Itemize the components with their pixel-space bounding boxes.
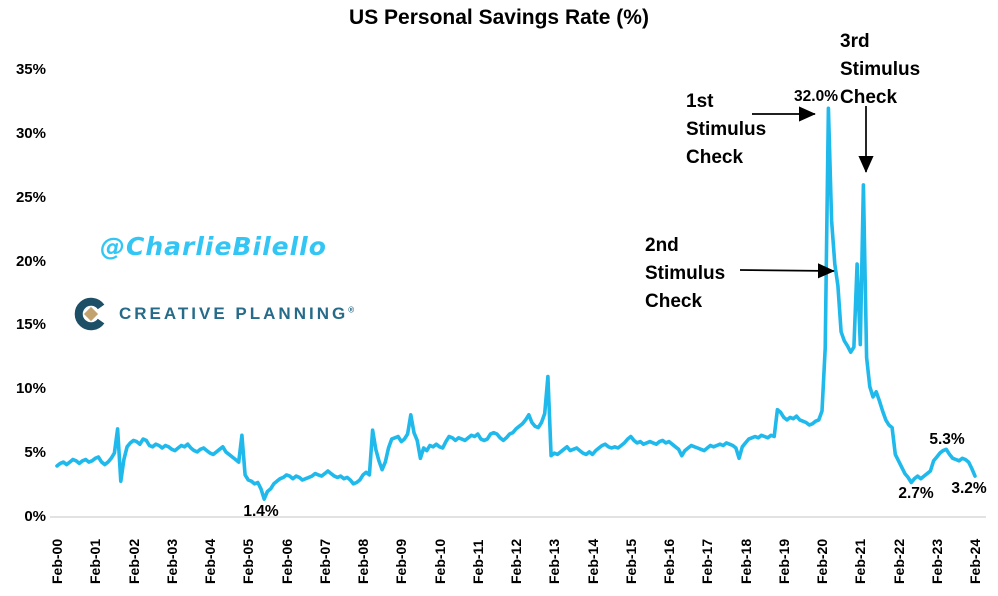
- x-axis-label: Feb-12: [508, 538, 524, 584]
- x-axis-label: Feb-03: [163, 538, 180, 584]
- annotation-line: Check: [686, 147, 744, 168]
- x-axis-label: Feb-18: [737, 538, 754, 584]
- twitter-handle-watermark: @CharlieBilello: [100, 232, 327, 261]
- annotation-line: Stimulus: [686, 119, 767, 140]
- y-axis-label: 15%: [15, 316, 46, 334]
- creative-planning-c-icon: [74, 297, 105, 331]
- x-axis-label: Feb-21: [852, 538, 869, 584]
- annotation-second-stimulus: 2nd Stimulus Check: [645, 232, 725, 316]
- x-axis-label: Feb-15: [622, 538, 639, 584]
- annotation-low-1-4-percent: 1.4%: [243, 503, 279, 520]
- x-axis-label: Feb-24: [967, 538, 983, 584]
- x-axis-label: Feb-14: [584, 538, 601, 584]
- creative-planning-logo: CREATIVE PLANNING®: [74, 297, 354, 331]
- x-axis-label: Feb-02: [125, 538, 142, 584]
- x-axis-label: Feb-06: [278, 538, 295, 584]
- annotation-arrows: [739, 106, 874, 279]
- annotation-peak-5-3-percent: 5.3%: [929, 431, 965, 448]
- y-axis-label: 30%: [15, 124, 46, 142]
- annotation-line: 2nd: [645, 235, 679, 256]
- x-axis-label: Feb-00: [49, 538, 65, 584]
- annotation-line: Stimulus: [840, 59, 921, 80]
- y-axis-label: 35%: [15, 61, 46, 78]
- x-axis-label: Feb-01: [87, 538, 104, 584]
- x-axis-label: Feb-05: [240, 538, 257, 584]
- registered-mark: ®: [348, 305, 355, 315]
- x-axis-label: Feb-19: [775, 538, 792, 584]
- annotation-low-2-7-percent: 2.7%: [898, 485, 934, 502]
- creative-planning-wordmark: CREATIVE PLANNING®: [119, 304, 354, 324]
- savings-rate-series-line: [55, 106, 977, 501]
- x-axis-label: Feb-16: [661, 538, 677, 584]
- y-axis-label: 20%: [15, 252, 46, 270]
- annotation-last-3-2-percent: 3.2%: [951, 480, 987, 497]
- y-axis-label: 10%: [15, 380, 46, 398]
- x-axis-label: Feb-08: [355, 538, 371, 584]
- x-axis-label: Feb-09: [393, 538, 410, 584]
- annotation-line: Stimulus: [645, 263, 726, 284]
- x-axis-label: Feb-13: [546, 538, 563, 584]
- x-axis-label: Feb-17: [699, 538, 716, 584]
- annotation-line: 1st: [686, 91, 714, 112]
- x-axis-label: Feb-10: [431, 538, 448, 584]
- y-axis-label: 25%: [15, 188, 46, 206]
- x-axis-label: Feb-23: [928, 538, 945, 584]
- x-axis-label: Feb-22: [890, 538, 907, 584]
- annotation-line: Check: [645, 291, 703, 312]
- annotation-peak-32-percent: 32.0%: [794, 88, 838, 105]
- brand-name-text: CREATIVE PLANNING: [119, 304, 349, 323]
- annotation-third-stimulus: 3rd Stimulus Check: [840, 28, 920, 112]
- y-axis-label: 5%: [24, 444, 46, 462]
- annotation-line: 3rd: [840, 31, 870, 52]
- x-axis-label: Feb-07: [316, 538, 333, 584]
- x-axis-label: Feb-20: [814, 538, 830, 584]
- arrow-second-stimulus: [739, 263, 835, 279]
- chart-title: US Personal Savings Rate (%): [349, 6, 649, 29]
- y-axis-label: 0%: [24, 508, 46, 525]
- x-axis-label: Feb-04: [202, 538, 218, 584]
- annotation-first-stimulus: 1st Stimulus Check: [686, 88, 766, 172]
- annotation-line: Check: [840, 87, 898, 108]
- x-axis-label: Feb-11: [469, 539, 486, 584]
